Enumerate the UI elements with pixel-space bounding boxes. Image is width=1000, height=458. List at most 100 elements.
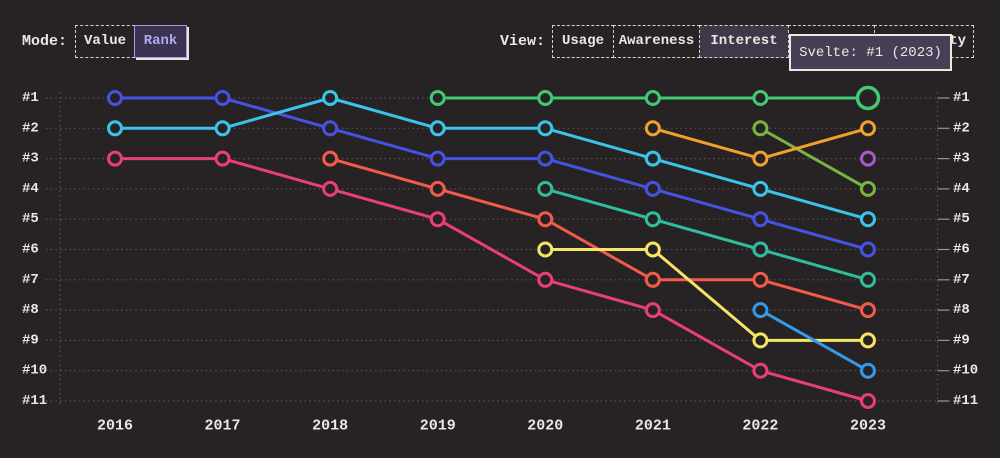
point-pink-2018[interactable] xyxy=(322,180,339,197)
x-tick-label-2018: 2018 xyxy=(312,418,348,435)
y-tick-label-left-2: #2 xyxy=(22,120,39,136)
point-teal-2020[interactable] xyxy=(537,180,554,197)
mode-label: Mode: xyxy=(22,33,68,50)
y-tick-label-right-9: #9 xyxy=(953,332,970,348)
point-blue-2018[interactable] xyxy=(322,120,339,137)
point-salmon-2023[interactable] xyxy=(859,302,876,319)
point-teal-2023[interactable] xyxy=(859,271,876,288)
point-olive-2022[interactable] xyxy=(752,120,769,137)
y-tick-label-left-1: #1 xyxy=(22,90,39,106)
point-purple-2023[interactable] xyxy=(859,150,876,167)
point-pink-2023[interactable] xyxy=(859,393,876,409)
point-svelte-2022[interactable] xyxy=(752,90,769,106)
view-label: View: xyxy=(500,33,546,50)
y-tick-label-right-7: #7 xyxy=(953,272,970,288)
point-blue-2023[interactable] xyxy=(859,241,876,258)
x-tick-label-2017: 2017 xyxy=(205,418,241,435)
point-orange-2022[interactable] xyxy=(752,150,769,167)
x-tick-label-2021: 2021 xyxy=(635,418,671,435)
point-orange-2023[interactable] xyxy=(859,120,876,137)
point-cyan-2018[interactable] xyxy=(322,90,339,106)
point-salmon-2018[interactable] xyxy=(322,150,339,167)
y-tick-label-right-2: #2 xyxy=(953,120,970,136)
view-interest-button[interactable]: Interest xyxy=(699,25,789,58)
point-pink-2022[interactable] xyxy=(752,362,769,379)
point-skyblue-2022[interactable] xyxy=(752,302,769,319)
series-line-pink xyxy=(113,157,870,403)
point-blue-2019[interactable] xyxy=(429,150,446,167)
y-tick-label-right-8: #8 xyxy=(953,302,970,318)
point-pink-2017[interactable] xyxy=(214,150,231,167)
point-salmon-2022[interactable] xyxy=(752,271,769,288)
view-awareness-button[interactable]: Awareness xyxy=(613,25,700,58)
series-line-blue xyxy=(113,96,870,251)
y-tick-label-right-11: #11 xyxy=(953,393,978,409)
point-blue-2016[interactable] xyxy=(107,90,123,106)
point-cyan-2020[interactable] xyxy=(537,120,554,137)
point-cyan-2019[interactable] xyxy=(429,120,446,137)
point-pink-2021[interactable] xyxy=(644,302,661,319)
point-cyan-2023[interactable] xyxy=(859,211,876,228)
point-olive-2023[interactable] xyxy=(859,180,876,197)
y-tick-label-left-4: #4 xyxy=(22,181,39,197)
highlight-tooltip: Svelte: #1 (2023) xyxy=(789,34,952,71)
series-line-salmon xyxy=(328,157,870,312)
y-tick-label-right-10: #10 xyxy=(953,363,978,379)
point-yellow-2023[interactable] xyxy=(859,332,876,349)
point-orange-2021[interactable] xyxy=(644,120,661,137)
x-tick-label-2022: 2022 xyxy=(742,418,778,435)
y-tick-label-left-3: #3 xyxy=(22,151,39,167)
series-line-skyblue xyxy=(758,308,870,373)
y-tick-label-left-7: #7 xyxy=(22,272,39,288)
mode-value-button[interactable]: Value xyxy=(75,25,135,58)
point-blue-2020[interactable] xyxy=(537,150,554,167)
point-skyblue-2023[interactable] xyxy=(859,362,876,379)
series-line-teal xyxy=(543,187,870,282)
y-tick-label-left-10: #10 xyxy=(22,363,47,379)
series-line-cyan xyxy=(113,96,870,221)
point-cyan-2016[interactable] xyxy=(107,120,123,137)
x-tick-label-2016: 2016 xyxy=(97,418,133,435)
point-cyan-2017[interactable] xyxy=(214,120,231,137)
point-cyan-2022[interactable] xyxy=(752,180,769,197)
tooltip-text: Svelte: #1 (2023) xyxy=(799,44,942,61)
point-teal-2021[interactable] xyxy=(644,211,661,228)
y-tick-label-right-3: #3 xyxy=(953,151,970,167)
mode-toggle-group: Value Rank xyxy=(75,25,187,58)
y-tick-label-right-1: #1 xyxy=(953,90,970,106)
point-cyan-2021[interactable] xyxy=(644,150,661,167)
y-tick-label-left-5: #5 xyxy=(22,211,39,227)
point-yellow-2022[interactable] xyxy=(752,332,769,349)
view-usage-button[interactable]: Usage xyxy=(552,25,614,58)
y-tick-label-left-11: #11 xyxy=(22,393,47,409)
point-svelte-2023[interactable] xyxy=(855,85,881,111)
point-pink-2019[interactable] xyxy=(429,211,446,228)
x-tick-label-2023: 2023 xyxy=(850,418,886,435)
point-blue-2021[interactable] xyxy=(644,180,661,197)
mode-rank-button[interactable]: Rank xyxy=(134,25,187,58)
point-salmon-2019[interactable] xyxy=(429,180,446,197)
y-tick-label-left-9: #9 xyxy=(22,332,39,348)
point-blue-2022[interactable] xyxy=(752,211,769,228)
point-yellow-2021[interactable] xyxy=(644,241,661,258)
x-tick-label-2020: 2020 xyxy=(527,418,563,435)
point-blue-2017[interactable] xyxy=(214,90,231,106)
point-svelte-2021[interactable] xyxy=(644,90,661,106)
point-teal-2022[interactable] xyxy=(752,241,769,258)
point-svelte-2020[interactable] xyxy=(537,90,554,106)
series-line-olive xyxy=(758,126,870,191)
point-salmon-2021[interactable] xyxy=(644,271,661,288)
y-tick-label-right-5: #5 xyxy=(953,211,970,227)
point-svelte-2019[interactable] xyxy=(429,90,446,106)
point-pink-2016[interactable] xyxy=(107,150,123,167)
y-tick-label-left-8: #8 xyxy=(22,302,39,318)
y-tick-label-right-6: #6 xyxy=(953,242,970,258)
y-tick-label-right-4: #4 xyxy=(953,181,970,197)
point-salmon-2020[interactable] xyxy=(537,211,554,228)
point-yellow-2020[interactable] xyxy=(537,241,554,258)
y-tick-label-left-6: #6 xyxy=(22,242,39,258)
point-pink-2020[interactable] xyxy=(537,271,554,288)
x-tick-label-2019: 2019 xyxy=(420,418,456,435)
